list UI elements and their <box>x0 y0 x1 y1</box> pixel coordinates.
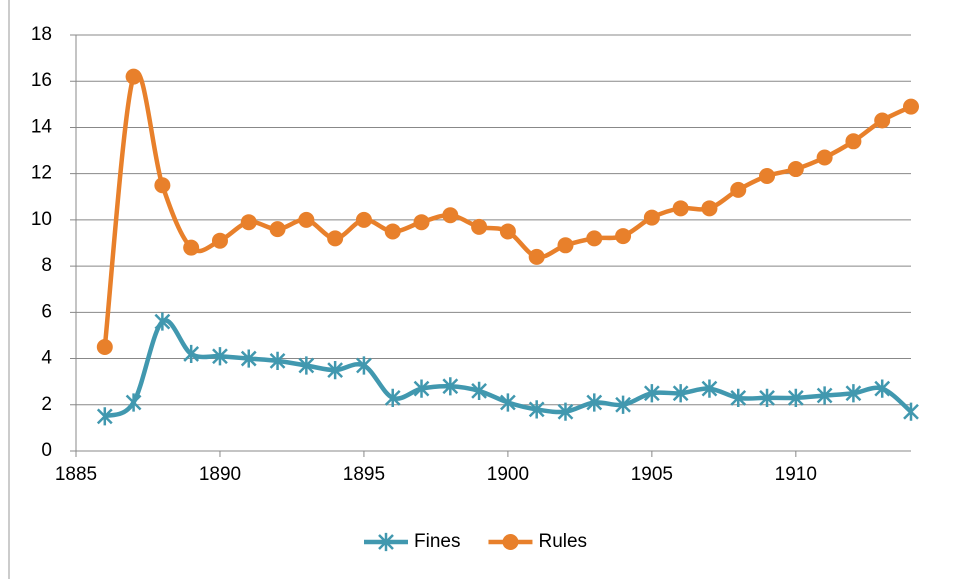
marker <box>643 384 660 403</box>
y-tick-label: 16 <box>31 70 52 91</box>
legend-label: Fines <box>414 531 460 552</box>
legend-label: Rules <box>538 531 587 552</box>
legend-marker <box>378 532 394 552</box>
marker <box>816 386 833 405</box>
marker <box>557 402 574 421</box>
marker <box>701 379 718 398</box>
y-tick-label: 12 <box>31 163 52 184</box>
marker <box>327 361 344 380</box>
marker <box>269 351 286 370</box>
y-tick-label: 18 <box>31 24 52 45</box>
marker <box>730 181 747 198</box>
y-tick-label: 8 <box>41 255 52 276</box>
marker <box>240 214 257 231</box>
marker <box>845 133 862 150</box>
marker <box>298 356 315 375</box>
marker <box>759 388 775 407</box>
marker <box>499 223 516 240</box>
x-tick-label: 1885 <box>55 464 97 485</box>
series-line <box>102 70 912 348</box>
marker <box>269 221 286 238</box>
x-tick-label: 1905 <box>631 464 673 485</box>
marker <box>787 388 804 407</box>
marker <box>615 228 632 245</box>
marker <box>96 339 113 355</box>
marker <box>557 237 574 254</box>
marker <box>413 379 430 398</box>
marker <box>528 400 545 419</box>
marker <box>672 200 689 217</box>
marker <box>471 381 487 401</box>
marker <box>787 161 804 178</box>
y-tick-label: 4 <box>41 348 52 369</box>
marker <box>528 248 545 265</box>
marker <box>672 384 689 403</box>
marker <box>413 214 430 231</box>
marker <box>356 356 372 375</box>
marker <box>154 312 171 331</box>
marker <box>500 393 516 412</box>
marker <box>384 223 401 240</box>
x-tick-label: 1895 <box>343 464 385 485</box>
marker <box>586 393 603 412</box>
marker <box>903 98 919 115</box>
marker <box>903 402 919 421</box>
marker <box>125 393 142 412</box>
marker <box>442 377 459 396</box>
marker <box>154 177 171 194</box>
marker <box>442 207 459 224</box>
marker <box>384 388 401 407</box>
y-tick-label: 10 <box>31 209 52 230</box>
marker <box>125 68 142 85</box>
marker <box>183 239 200 256</box>
marker <box>355 211 372 228</box>
y-tick-label: 14 <box>31 116 53 137</box>
marker <box>298 211 315 228</box>
y-tick-label: 0 <box>41 440 52 461</box>
marker <box>615 395 631 414</box>
marker <box>643 209 660 226</box>
marker <box>874 379 891 398</box>
x-tick-label: 1890 <box>199 464 241 485</box>
marker <box>471 218 488 235</box>
marker <box>212 347 228 366</box>
legend-marker <box>502 534 519 550</box>
marker <box>183 344 200 364</box>
marker <box>816 149 833 166</box>
marker <box>96 407 113 426</box>
y-tick-label: 6 <box>41 301 52 322</box>
marker <box>240 349 257 368</box>
marker <box>874 112 891 129</box>
x-tick-label: 1910 <box>775 464 817 485</box>
marker <box>701 200 718 217</box>
x-tick-label: 1900 <box>487 464 529 485</box>
marker <box>759 167 776 184</box>
marker <box>211 232 228 249</box>
marker <box>586 230 603 247</box>
y-tick-label: 2 <box>41 394 52 415</box>
marker <box>730 388 747 407</box>
marker <box>845 384 862 403</box>
marker <box>327 230 344 247</box>
